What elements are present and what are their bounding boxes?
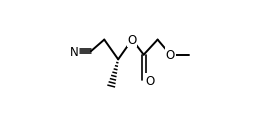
Text: O: O [166,49,175,62]
Text: N: N [70,45,79,58]
Text: O: O [127,34,137,47]
Text: O: O [146,74,155,87]
